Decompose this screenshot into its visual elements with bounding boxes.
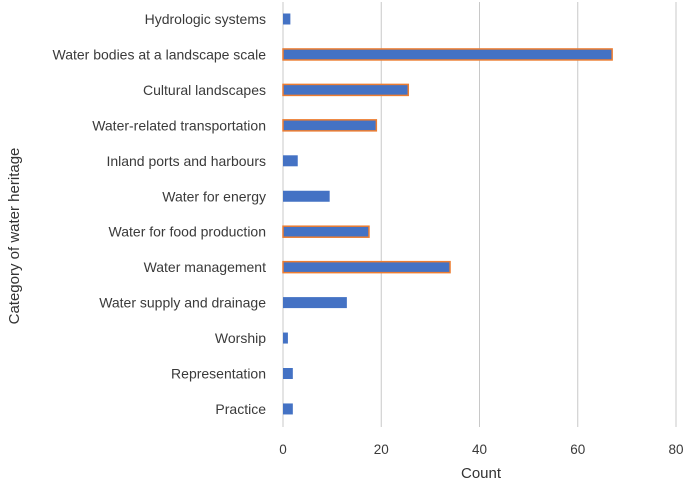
bar xyxy=(283,13,291,25)
bar xyxy=(283,368,293,379)
category-label: Worship xyxy=(215,330,266,346)
x-tick-label: 0 xyxy=(279,442,287,457)
bar xyxy=(283,403,293,415)
bar xyxy=(282,48,613,61)
x-tick-labels: 0 20 40 60 80 xyxy=(279,442,683,457)
x-axis-title: Count xyxy=(461,465,502,482)
category-label: Water bodies at a landscape scale xyxy=(53,46,267,62)
bar xyxy=(282,119,378,132)
bar xyxy=(283,332,288,344)
x-tick-label: 40 xyxy=(472,442,487,457)
category-labels: Hydrologic systems Water bodies at a land… xyxy=(53,11,267,417)
bars xyxy=(282,13,613,415)
gridlines xyxy=(282,2,677,427)
category-label: Inland ports and harbours xyxy=(106,153,266,169)
category-label: Cultural landscapes xyxy=(143,82,266,98)
category-label: Water for food production xyxy=(109,224,266,240)
category-label: Water management xyxy=(144,259,267,275)
bar xyxy=(283,297,347,309)
category-label: Practice xyxy=(215,401,266,417)
category-label: Hydrologic systems xyxy=(145,11,266,27)
x-tick-label: 80 xyxy=(668,442,683,457)
bar xyxy=(283,155,298,167)
category-label: Water supply and drainage xyxy=(99,295,266,311)
bar xyxy=(282,260,451,274)
category-label: Water-related transportation xyxy=(92,117,266,133)
x-tick-label: 60 xyxy=(570,442,585,457)
y-axis-title: Category of water heritage xyxy=(6,148,23,325)
bar xyxy=(282,83,410,97)
bar xyxy=(283,190,330,202)
x-tick-label: 20 xyxy=(374,442,389,457)
bar xyxy=(282,225,370,238)
category-label: Water for energy xyxy=(162,188,266,204)
category-label: Representation xyxy=(171,366,266,382)
